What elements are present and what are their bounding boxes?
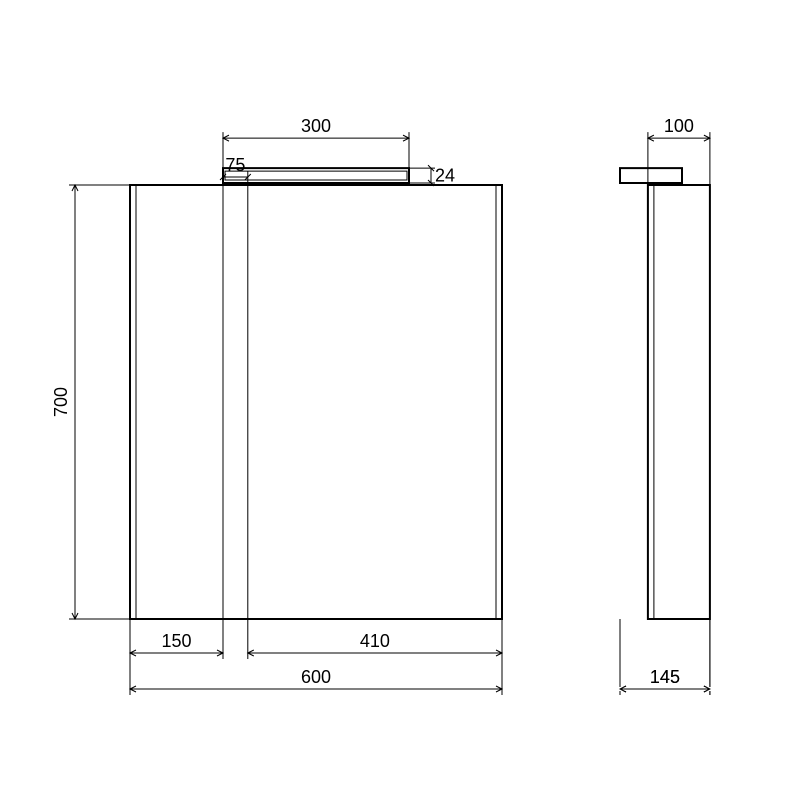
- svg-text:410: 410: [360, 631, 390, 651]
- svg-text:150: 150: [161, 631, 191, 651]
- svg-text:300: 300: [301, 116, 331, 136]
- svg-text:100: 100: [664, 116, 694, 136]
- technical-drawing: 3007524700150410600100145145: [0, 0, 800, 800]
- svg-text:700: 700: [51, 387, 71, 417]
- svg-text:24: 24: [435, 166, 455, 186]
- svg-text:145: 145: [650, 667, 680, 687]
- svg-text:600: 600: [301, 667, 331, 687]
- svg-text:75: 75: [225, 155, 245, 175]
